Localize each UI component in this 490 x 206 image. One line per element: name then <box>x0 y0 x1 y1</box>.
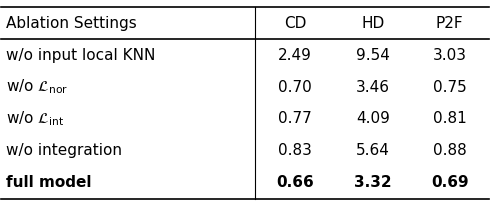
Text: 3.32: 3.32 <box>354 175 392 190</box>
Text: w/o $\mathcal{L}_{\mathrm{nor}}$: w/o $\mathcal{L}_{\mathrm{nor}}$ <box>6 78 69 96</box>
Text: 0.88: 0.88 <box>433 143 466 158</box>
Text: 0.83: 0.83 <box>278 143 312 158</box>
Text: 0.66: 0.66 <box>276 175 314 190</box>
Text: 0.75: 0.75 <box>433 80 466 95</box>
Text: 3.03: 3.03 <box>433 48 466 63</box>
Text: 0.77: 0.77 <box>278 111 312 126</box>
Text: P2F: P2F <box>436 16 464 31</box>
Text: 3.46: 3.46 <box>356 80 390 95</box>
Text: CD: CD <box>284 16 306 31</box>
Text: 4.09: 4.09 <box>356 111 390 126</box>
Text: 0.69: 0.69 <box>431 175 468 190</box>
Text: 0.81: 0.81 <box>433 111 466 126</box>
Text: 2.49: 2.49 <box>278 48 312 63</box>
Text: w/o integration: w/o integration <box>6 143 122 158</box>
Text: 9.54: 9.54 <box>356 48 390 63</box>
Text: Ablation Settings: Ablation Settings <box>6 16 137 31</box>
Text: 5.64: 5.64 <box>356 143 390 158</box>
Text: w/o $\mathcal{L}_{\mathrm{int}}$: w/o $\mathcal{L}_{\mathrm{int}}$ <box>6 110 65 128</box>
Text: HD: HD <box>361 16 385 31</box>
Text: w/o input local KNN: w/o input local KNN <box>6 48 156 63</box>
Text: full model: full model <box>6 175 92 190</box>
Text: 0.70: 0.70 <box>278 80 312 95</box>
